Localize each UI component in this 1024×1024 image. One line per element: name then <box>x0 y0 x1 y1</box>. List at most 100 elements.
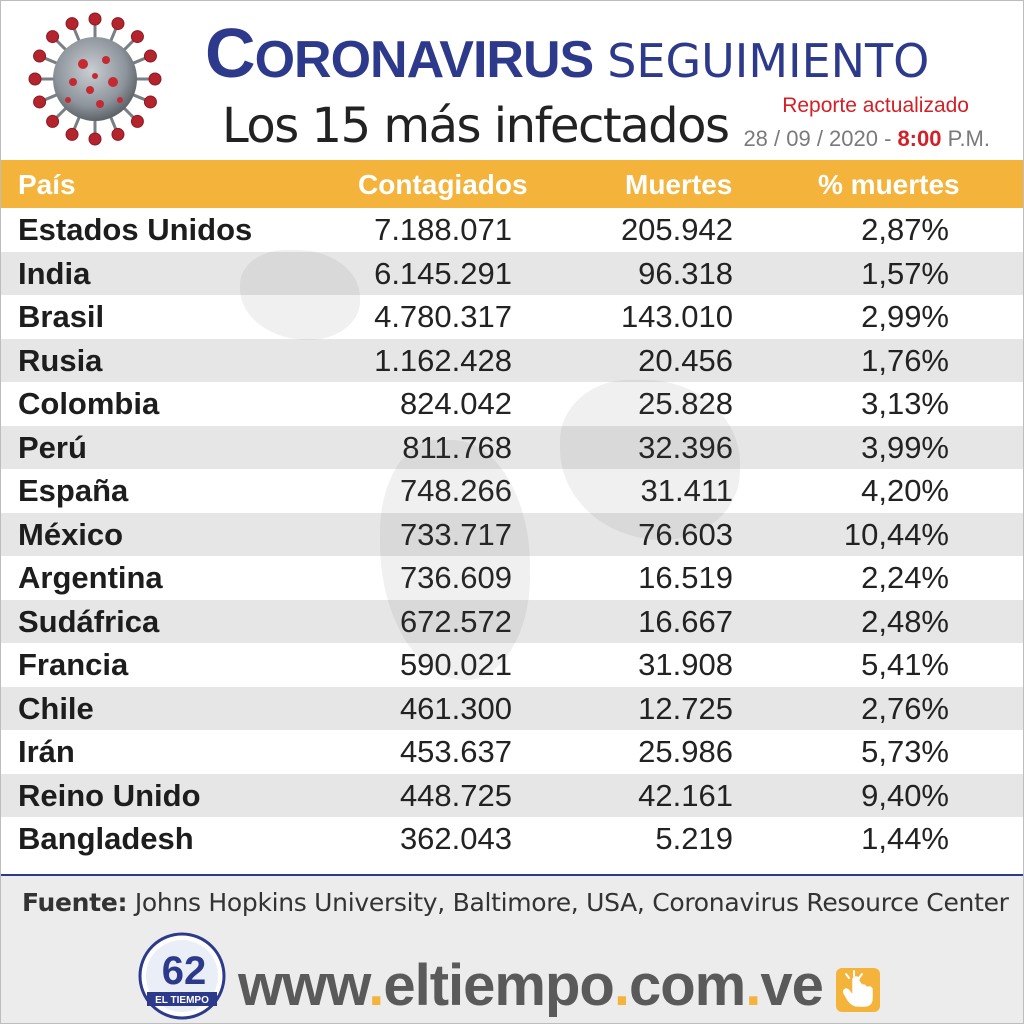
newspaper-logo[interactable]: 62 EL TIEMPO <box>137 932 227 1020</box>
cell-pct: 2,87% <box>861 212 949 247</box>
cell-deaths: 32.396 <box>638 429 733 465</box>
url-www: www <box>238 953 369 1018</box>
cell-country: Rusia <box>18 342 103 378</box>
cell-country: Estados Unidos <box>18 212 253 247</box>
table-row: Sudáfrica 672.572 16.667 2,48% <box>0 599 1024 643</box>
cell-pct: 2,99% <box>861 299 949 334</box>
cell-cases: 461.300 <box>399 690 512 726</box>
table-row: Brasil 4.780.317 143.010 2,99% <box>0 295 1024 339</box>
title-word: ORONAVIRUS <box>254 31 595 89</box>
cell-cases: 736.609 <box>399 560 512 595</box>
ampm-text: P.M. <box>947 126 990 151</box>
cell-cases: 748.266 <box>399 473 512 508</box>
cell-cases: 448.725 <box>399 777 512 813</box>
cell-pct: 5,41% <box>861 647 949 682</box>
cell-deaths: 20.456 <box>638 342 733 378</box>
header-country: País <box>18 169 76 200</box>
cell-deaths: 42.161 <box>638 777 733 813</box>
cell-pct: 4,20% <box>861 473 949 508</box>
table-row: Colombia 824.042 25.828 3,13% <box>0 382 1024 426</box>
url-com: com <box>628 953 746 1018</box>
main-title: CORONAVIRUS SEGUIMIENTO <box>205 18 929 88</box>
website-link[interactable]: www.eltiempo.com.ve <box>238 952 824 1019</box>
title-initial: C <box>205 14 256 92</box>
url-dot: . <box>745 953 761 1018</box>
cell-country: Sudáfrica <box>18 603 160 639</box>
cell-deaths: 5.219 <box>655 821 733 856</box>
cell-country: Bangladesh <box>18 821 194 856</box>
cell-deaths: 96.318 <box>638 255 733 291</box>
cell-deaths: 31.908 <box>638 647 733 682</box>
cell-pct: 1,57% <box>861 255 949 291</box>
time-text: 8:00 <box>897 126 942 151</box>
table-row: Estados Unidos 7.188.071 205.942 2,87% <box>0 208 1024 252</box>
cell-deaths: 16.667 <box>638 603 733 639</box>
cell-country: Perú <box>18 429 87 465</box>
date-text: 28 / 09 / 2020 - <box>743 126 892 151</box>
cell-deaths: 143.010 <box>620 299 733 334</box>
cell-cases: 4.780.317 <box>374 299 512 334</box>
cell-deaths: 25.986 <box>638 734 733 769</box>
source-label: Fuente: <box>22 888 128 917</box>
cell-cases: 811.768 <box>402 429 512 465</box>
url-name: eltiempo <box>383 953 614 1018</box>
cell-deaths: 31.411 <box>640 473 733 508</box>
table-row: España 748.266 31.411 4,20% <box>0 469 1024 513</box>
cell-country: Argentina <box>18 560 163 595</box>
cell-country: Chile <box>18 690 94 726</box>
cell-cases: 733.717 <box>399 516 512 552</box>
header-pct: % muertes <box>818 169 960 200</box>
header-deaths: Muertes <box>625 169 733 200</box>
cell-pct: 5,73% <box>861 734 949 769</box>
cell-country: España <box>18 473 129 508</box>
header: CORONAVIRUS SEGUIMIENTO Los 15 más infect… <box>0 0 1024 160</box>
cell-deaths: 205.942 <box>620 212 733 247</box>
cell-country: México <box>18 516 124 552</box>
logo-number: 62 <box>162 949 207 993</box>
cell-country: Reino Unido <box>18 777 201 813</box>
table-row: India 6.145.291 96.318 1,57% <box>0 251 1024 295</box>
cell-deaths: 12.725 <box>638 690 733 726</box>
cell-pct: 1,44% <box>861 821 949 856</box>
cell-cases: 453.637 <box>399 734 512 769</box>
cell-country: Brasil <box>18 299 105 334</box>
cell-pct: 2,76% <box>861 690 949 726</box>
table-row: Perú 811.768 32.396 3,99% <box>0 425 1024 469</box>
source-text: Fuente: Johns Hopkins University, Baltim… <box>22 888 1009 917</box>
title-secondary: SEGUIMIENTO <box>607 34 930 88</box>
cell-pct: 2,48% <box>861 603 949 639</box>
url-ve: ve <box>760 953 824 1018</box>
table-row: Rusia 1.162.428 20.456 1,76% <box>0 338 1024 382</box>
table-row: Reino Unido 448.725 42.161 9,40% <box>0 773 1024 817</box>
cell-country: Colombia <box>18 386 160 421</box>
cell-country: Irán <box>18 734 75 769</box>
cell-pct: 3,99% <box>861 429 949 465</box>
cell-deaths: 25.828 <box>638 386 733 421</box>
cell-pct: 10,44% <box>843 516 949 552</box>
table-row: Chile 461.300 12.725 2,76% <box>0 686 1024 730</box>
table-row: Bangladesh 362.043 5.219 1,44% <box>0 817 1024 861</box>
cell-pct: 2,24% <box>861 560 949 595</box>
cell-deaths: 76.603 <box>638 516 733 552</box>
hand-click-icon <box>836 968 880 1012</box>
cell-deaths: 16.519 <box>638 560 733 595</box>
table-row: México 733.717 76.603 10,44% <box>0 512 1024 556</box>
table-row: Argentina 736.609 16.519 2,24% <box>0 556 1024 600</box>
logo-text: EL TIEMPO <box>155 995 209 1006</box>
cell-pct: 1,76% <box>861 342 949 378</box>
cell-cases: 362.043 <box>399 821 512 856</box>
cell-cases: 824.042 <box>399 386 512 421</box>
data-table: País Contagiados Muertes % muertes Estad… <box>0 160 1024 872</box>
coronavirus-illustration <box>28 12 162 146</box>
cell-cases: 590.021 <box>399 647 512 682</box>
table-header: País Contagiados Muertes % muertes <box>0 160 1024 208</box>
page-subtitle: Los 15 más infectados <box>222 98 730 154</box>
source-bar: Fuente: Johns Hopkins University, Baltim… <box>0 874 1024 930</box>
cell-cases: 1.162.428 <box>374 342 512 378</box>
source-detail: Johns Hopkins University, Baltimore, USA… <box>127 888 1009 917</box>
cell-cases: 672.572 <box>399 603 512 639</box>
table-row: Irán 453.637 25.986 5,73% <box>0 730 1024 774</box>
cell-pct: 9,40% <box>861 777 949 813</box>
url-dot: . <box>613 953 630 1018</box>
cell-country: India <box>18 255 91 291</box>
